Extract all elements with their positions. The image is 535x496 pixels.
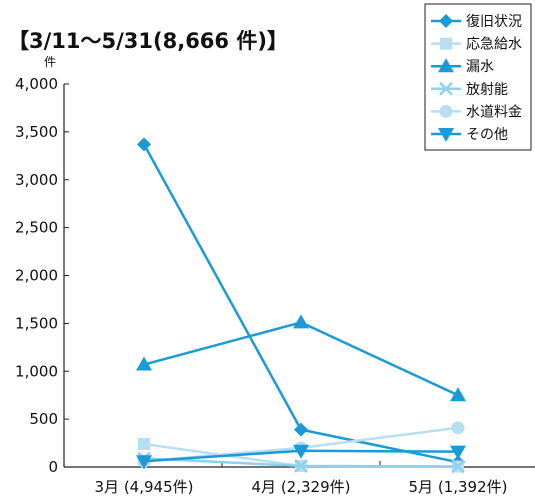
legend-item: 応急給水 [431, 37, 522, 53]
data-point [451, 421, 465, 435]
x-tick-label: 4月 (2,329件) [252, 478, 351, 496]
legend-marker [439, 14, 453, 28]
y-tick-label: 3,000 [15, 171, 58, 189]
legend-label: その他 [466, 127, 508, 143]
series-line [143, 321, 459, 397]
legend-item: その他 [431, 127, 508, 143]
legend-marker [438, 58, 454, 73]
legend-label: 放射能 [466, 82, 508, 98]
data-point [451, 459, 465, 474]
legend-item: 放射能 [431, 82, 508, 98]
x-tick-label: 5月 (1,392件) [409, 478, 508, 496]
legend-marker [439, 81, 453, 96]
series-line [142, 143, 459, 464]
data-point [450, 445, 466, 460]
legend-marker [439, 104, 453, 118]
axes: 0 500 1,000 1,500 2,000 2,500 3,000 3,500 4,000 3… [15, 75, 535, 496]
data-point [137, 137, 151, 152]
y-tick-label: 1,500 [15, 314, 58, 332]
legend-label: 水道料金 [466, 104, 522, 120]
legend-marker [440, 37, 452, 50]
series-0 [137, 137, 465, 470]
legend-marker [438, 128, 454, 142]
legend-label: 応急給水 [466, 37, 522, 53]
y-tick-label: 4,000 [15, 75, 58, 93]
series-3 [137, 451, 465, 474]
data-point [293, 314, 309, 329]
y-tick-label: 2,500 [15, 219, 58, 237]
data-point [136, 356, 152, 371]
y-tick-label: 1,000 [15, 362, 58, 380]
data-point [294, 422, 308, 437]
data-point [136, 455, 152, 470]
legend-label: 復旧状況 [466, 13, 522, 30]
y-tick-label: 0 [48, 458, 58, 476]
legend-item: 水道料金 [431, 104, 522, 120]
data-point [138, 438, 150, 451]
x-tick-label: 3月 (4,945件) [95, 478, 194, 496]
chart-title: 【3/11～5/31(8,666 件)】 [8, 29, 288, 53]
legend-item: 復旧状況 [431, 13, 522, 30]
series-5 [136, 444, 466, 470]
legend-item: 漏水 [431, 58, 494, 75]
y-tick-label: 500 [29, 410, 58, 428]
series-layer [136, 137, 466, 474]
data-point [450, 387, 466, 402]
legend-box [424, 3, 532, 151]
y-tick-label: 3,500 [15, 123, 58, 141]
legend-label: 漏水 [466, 59, 494, 75]
data-point [294, 459, 308, 473]
series-2 [136, 314, 466, 402]
data-point [293, 444, 309, 459]
y-tick-label: 2,000 [15, 267, 58, 285]
y-axis-unit: 件 [44, 55, 56, 69]
